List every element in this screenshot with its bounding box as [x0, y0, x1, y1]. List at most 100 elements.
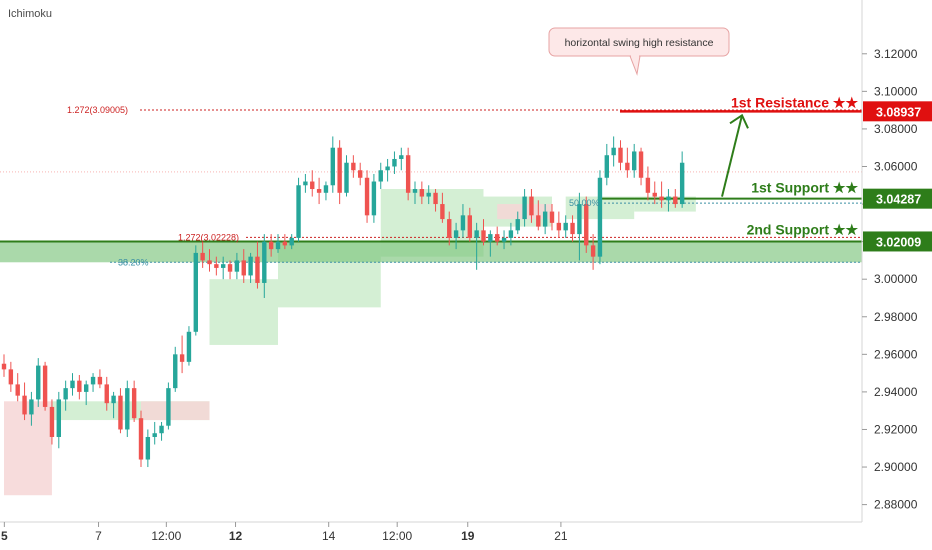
candle-body	[385, 166, 390, 171]
time-tick-label: 21	[554, 529, 568, 543]
target-arrow-head	[729, 113, 749, 129]
resistance-label: 1st Resistance ★★	[731, 94, 858, 110]
candle-body	[645, 177, 651, 193]
price-axis-bg	[862, 0, 932, 550]
candle-body	[84, 384, 89, 392]
candle-body	[214, 264, 219, 268]
candle-body	[207, 260, 212, 265]
candle-body	[316, 189, 322, 193]
candle-body	[399, 155, 404, 159]
candle-body	[392, 158, 397, 167]
candle-body	[666, 196, 671, 201]
candle-body	[577, 204, 582, 235]
candle-body	[556, 222, 562, 231]
candle-body	[227, 264, 233, 272]
fib-1272-top-label: 1.272(3.09005)	[67, 105, 128, 115]
price-tick-label: 2.94000	[874, 385, 918, 399]
fib-50-label: 50.00%	[569, 198, 600, 208]
candle-body	[405, 155, 411, 193]
price-tick-label: 2.96000	[874, 347, 918, 361]
candle-body	[440, 204, 445, 220]
support2-price-badge	[863, 231, 932, 252]
candle-body	[323, 185, 329, 193]
candle-body	[166, 388, 171, 426]
candle-body	[495, 234, 500, 242]
target-arrow-line	[721, 115, 743, 197]
candle-body	[638, 151, 644, 178]
support1-price-badge	[863, 188, 932, 209]
candle-body	[474, 230, 479, 238]
candle-body	[200, 252, 205, 261]
candle-body	[604, 155, 609, 178]
candle-body	[56, 399, 61, 437]
candle-body	[570, 222, 575, 235]
price-tick-label: 2.92000	[874, 422, 918, 436]
candle-body	[15, 384, 20, 396]
support2-label: 2nd Support ★★	[747, 221, 859, 237]
candle-body	[131, 388, 137, 419]
time-axis-bg	[0, 522, 932, 550]
candle-body	[618, 147, 623, 163]
candle-body	[536, 215, 541, 227]
fib-1272-mid-label: 1.272(3.02228)	[178, 232, 239, 242]
candle-body	[515, 219, 520, 231]
candle-body	[344, 162, 349, 193]
candle-body	[529, 196, 534, 216]
candle-body	[549, 211, 555, 223]
candle-body	[453, 230, 459, 238]
candle-body	[584, 204, 589, 246]
candle-body	[412, 189, 418, 193]
price-tick-label: 2.90000	[874, 460, 918, 474]
candle-body	[241, 260, 246, 276]
candle-body	[268, 241, 274, 250]
support-zone	[0, 241, 862, 263]
candle-body	[632, 151, 637, 171]
ichimoku-cloud-bear	[4, 401, 52, 496]
candle-body	[179, 354, 185, 362]
candle-body	[296, 185, 301, 238]
support1-label: 1st Support ★★	[751, 180, 858, 196]
callout-text: horizontal swing high resistance	[565, 37, 714, 49]
candle-body	[90, 376, 96, 385]
candle-body	[597, 177, 603, 257]
candle-body	[563, 222, 568, 231]
indicator-label: Ichimoku	[8, 8, 53, 20]
candle-body	[508, 230, 514, 238]
candle-body	[310, 181, 315, 190]
time-tick-label: 12:00	[151, 529, 181, 543]
ichimoku-cloud-bull	[209, 279, 278, 345]
candle-body	[378, 170, 383, 182]
time-tick-label: 7	[95, 529, 102, 543]
candle-body	[542, 211, 548, 227]
candle-body	[590, 245, 596, 257]
candle-body	[173, 354, 178, 389]
candle-body	[351, 162, 356, 171]
candle-body	[1, 363, 7, 370]
candle-body	[29, 399, 34, 415]
candle-body	[159, 425, 164, 434]
candle-body	[652, 192, 657, 197]
candle-body	[234, 260, 240, 272]
price-tick-label: 3.12000	[874, 47, 918, 61]
candle-body	[303, 181, 308, 186]
price-tick-label: 3.06000	[874, 159, 918, 173]
candle-body	[104, 384, 109, 404]
candle-body	[337, 147, 342, 193]
candle-body	[659, 196, 664, 201]
candle-body	[460, 215, 466, 231]
candle-body	[625, 162, 630, 171]
candle-body	[447, 219, 452, 238]
candle-body	[193, 252, 198, 332]
candle-body	[467, 215, 472, 238]
candle-body	[70, 380, 75, 389]
candle-body	[275, 241, 281, 250]
candle-body	[255, 256, 260, 283]
candle-body	[63, 388, 68, 400]
ichimoku-cloud-bear	[141, 401, 210, 421]
candle-body	[501, 237, 507, 242]
time-tick-label: 12	[229, 529, 243, 543]
callout-pointer	[629, 55, 641, 76]
candle-body	[145, 436, 151, 460]
time-tick-label: 14	[322, 529, 336, 543]
